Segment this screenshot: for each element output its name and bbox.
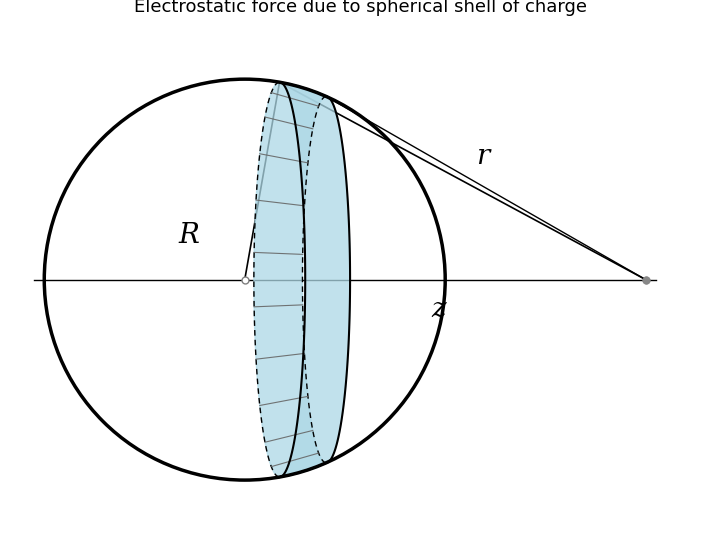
Title: Electrostatic force due to spherical shell of charge: Electrostatic force due to spherical she… (133, 0, 587, 16)
Point (239, 275, 251, 284)
Polygon shape (279, 82, 350, 477)
Point (640, 275, 652, 284)
Polygon shape (254, 82, 326, 477)
Text: R: R (178, 222, 199, 249)
Text: z: z (431, 296, 446, 323)
Text: r: r (476, 143, 490, 170)
